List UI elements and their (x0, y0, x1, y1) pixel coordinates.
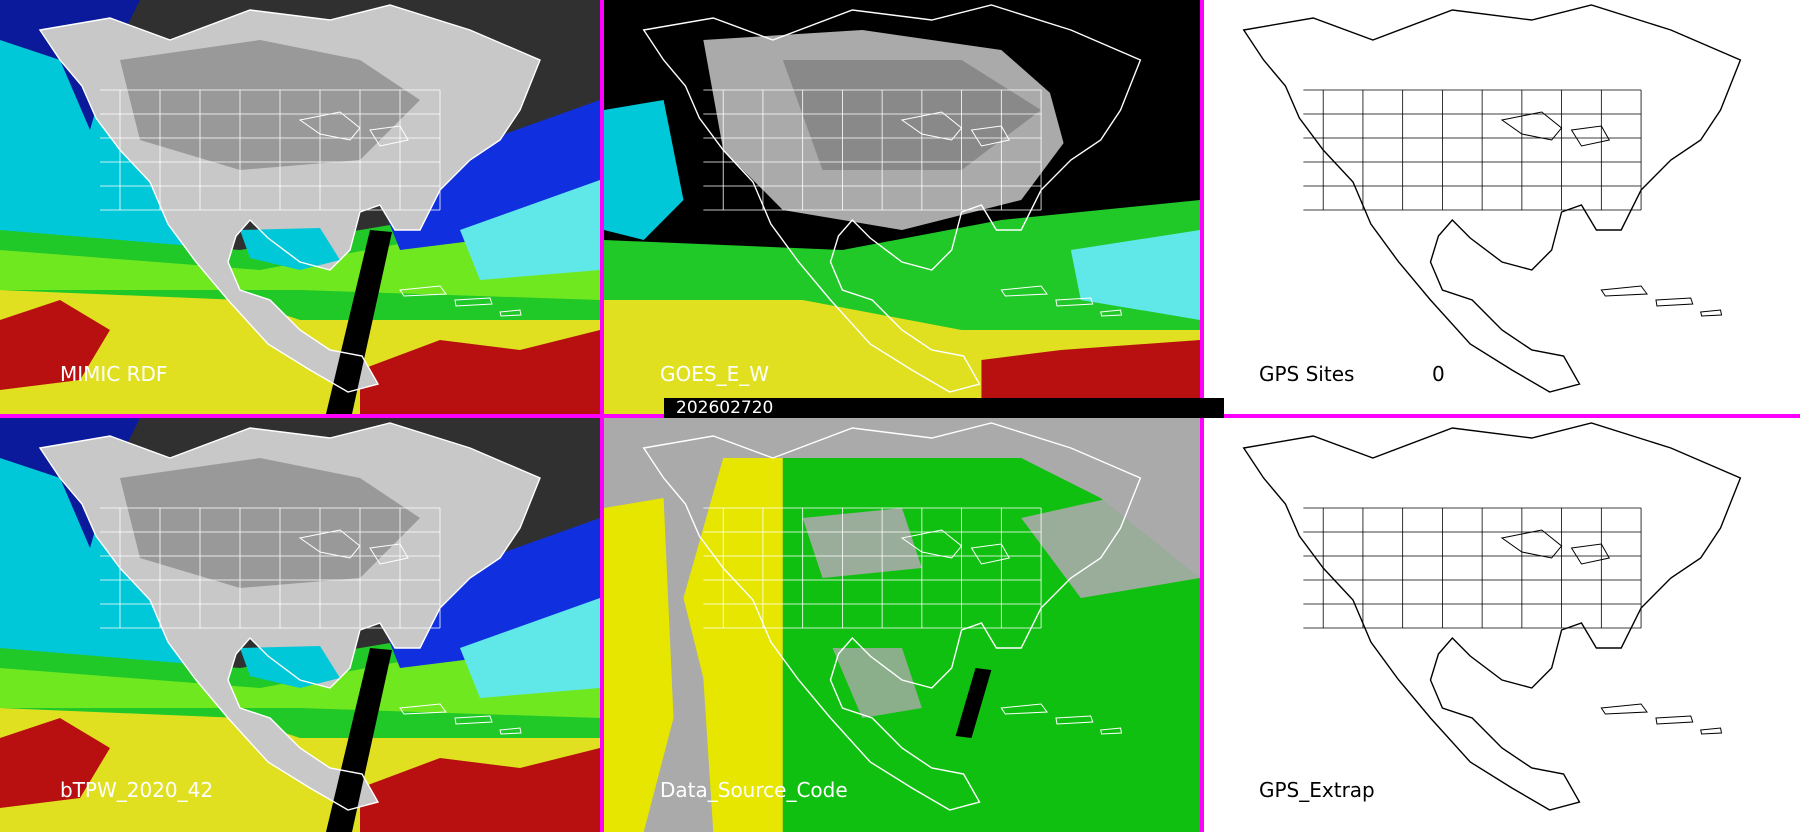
coastline (38, 4, 541, 393)
btpw-map (0, 418, 600, 832)
atlantic-cyan (460, 180, 600, 280)
caribbean-islands (1000, 285, 1123, 317)
state-borders (703, 89, 1042, 211)
land-darkgray (782, 60, 1042, 170)
tropics-red-2 (360, 330, 600, 414)
goes-map (604, 0, 1200, 414)
timestamp-bar: 202602720 (664, 398, 1224, 418)
great-lakes (1500, 529, 1611, 565)
gps-sites-map (1242, 4, 1742, 393)
source-yellow-west (604, 498, 674, 832)
great-lakes (298, 529, 409, 565)
panel-label: GOES_E_W (660, 362, 769, 386)
ocean-cyan-west (604, 100, 684, 240)
panel-label: Data_Source_Code (660, 778, 848, 802)
great-lakes (900, 111, 1011, 147)
timestamp: 202602720 (676, 398, 774, 418)
state-borders (1303, 89, 1642, 211)
state-borders (100, 89, 441, 211)
atlantic-blue (380, 518, 600, 668)
coastline (642, 422, 1142, 811)
gps-site-count: 0 (1432, 362, 1445, 386)
panel-label: GPS Sites (1259, 362, 1355, 386)
source-yellow-strip (683, 458, 783, 832)
caribbean-islands (399, 285, 522, 317)
caribbean-islands (1600, 285, 1723, 317)
coastline (1242, 4, 1742, 393)
goes-panel: GOES_E_W (604, 0, 1200, 414)
panel-label: bTPW_2020_42 (60, 778, 214, 802)
swath-black (326, 648, 392, 832)
gps-extrap-map (1242, 422, 1742, 811)
gps-extrap-panel: GPS_Extrap (1204, 418, 1800, 832)
gulf-cyan (240, 228, 340, 270)
atlantic-cyan (460, 598, 600, 698)
tropics-red-2 (360, 748, 600, 832)
atlantic-blue (380, 100, 600, 250)
great-lakes (298, 111, 409, 147)
tropics-red-1 (0, 300, 110, 390)
land-darkgray (120, 458, 420, 588)
tropics-red (981, 340, 1200, 414)
panel-label: GPS_Extrap (1259, 778, 1375, 802)
caribbean-islands (399, 703, 522, 735)
tropics-red-1 (0, 718, 110, 808)
mimic-rdf-map (0, 0, 600, 414)
caribbean-islands (1600, 703, 1723, 735)
panel-label: MIMIC RDF (60, 362, 168, 386)
great-lakes (900, 529, 1011, 565)
caribbean-islands (1000, 703, 1123, 735)
coastline (38, 422, 541, 811)
land-darkgray (120, 40, 420, 170)
state-borders (1303, 507, 1642, 629)
great-lakes (1500, 111, 1611, 147)
mimic-rdf-panel: MIMIC RDF (0, 0, 600, 414)
gps-sites-panel: GPS Sites 0 (1204, 0, 1800, 414)
state-borders (100, 507, 441, 629)
swath-black (326, 230, 392, 414)
state-borders (703, 507, 1042, 629)
btpw-panel: bTPW_2020_42 (0, 418, 600, 832)
atlantic-cyan (1070, 230, 1200, 320)
gulf-cyan (240, 646, 340, 688)
coastline (1242, 422, 1742, 811)
source-gray-patch-2 (1021, 478, 1200, 598)
source-gray-patch-1 (802, 508, 922, 578)
coastline (642, 4, 1142, 393)
data-source-panel: Data_Source_Code (604, 418, 1200, 832)
data-source-map (604, 418, 1200, 832)
source-black-swath (955, 668, 992, 738)
